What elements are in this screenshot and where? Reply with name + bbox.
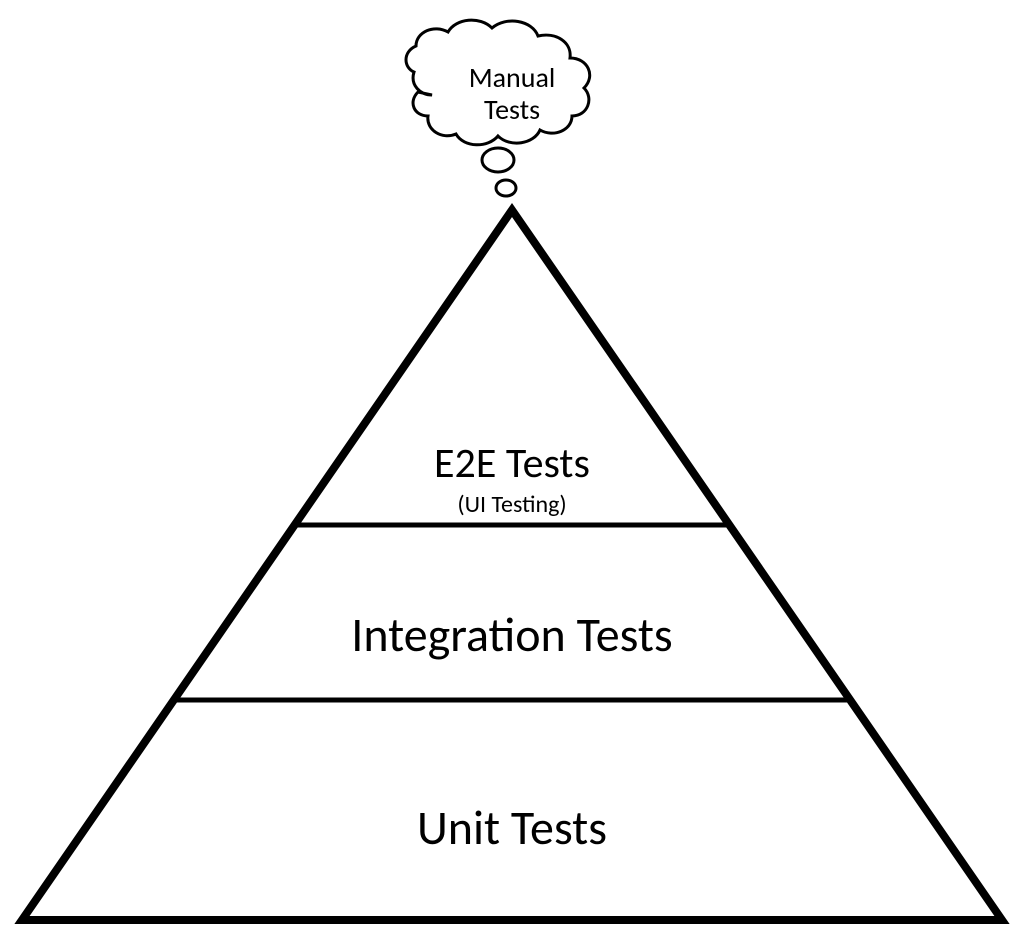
level-e2e-label: E2E Tests (0, 438, 1024, 489)
level-integration-label: Integration Tests (0, 605, 1024, 664)
testing-pyramid-diagram: Manual Tests E2E Tests (UI Testing) Inte… (0, 0, 1024, 938)
cloud-text-line2: Tests (484, 92, 540, 127)
cloud-label: Manual Tests (0, 62, 1024, 126)
level-unit-label: Unit Tests (0, 798, 1024, 857)
cloud-text-line1: Manual (469, 60, 556, 95)
level-e2e-sublabel: (UI Testing) (0, 490, 1024, 519)
